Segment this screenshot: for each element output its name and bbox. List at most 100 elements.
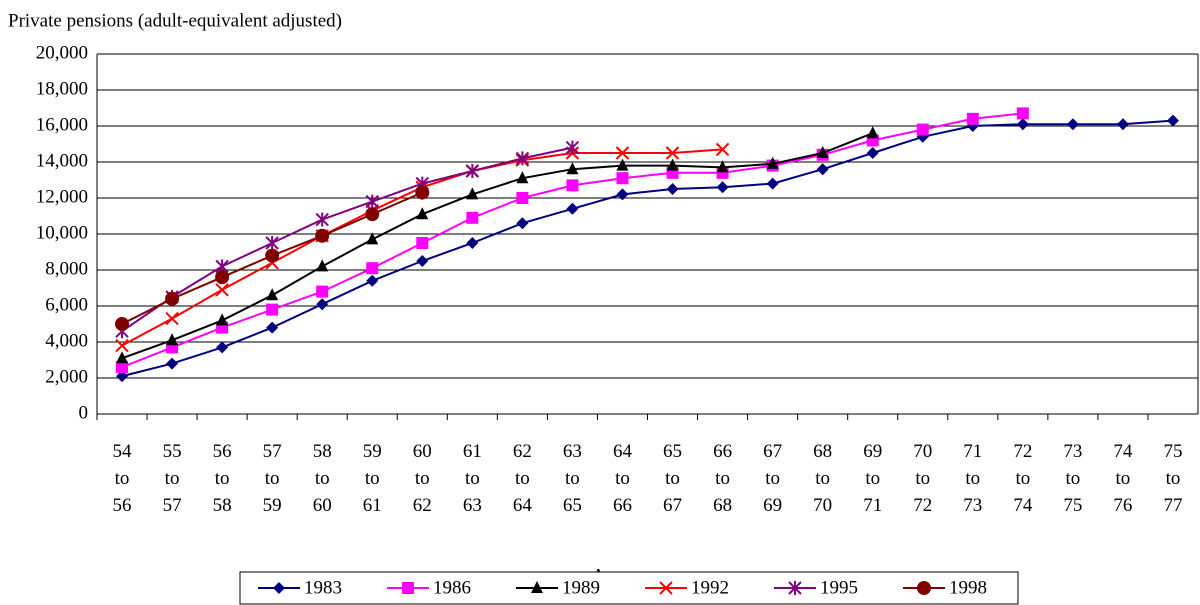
marker bbox=[616, 188, 629, 201]
marker bbox=[115, 338, 129, 353]
marker bbox=[566, 162, 579, 175]
x-tick-label: 57 to 59 bbox=[262, 441, 282, 516]
y-tick-label: 16,000 bbox=[36, 114, 88, 135]
marker bbox=[216, 313, 229, 326]
marker bbox=[766, 177, 779, 190]
x-tick-label: 63 to 65 bbox=[562, 441, 582, 516]
legend-label: 1986 bbox=[433, 577, 471, 598]
marker bbox=[531, 581, 543, 593]
marker bbox=[215, 270, 230, 285]
marker bbox=[615, 146, 630, 160]
x-tick-label: 71 to 73 bbox=[963, 441, 983, 516]
x-tick-label: 68 to 70 bbox=[813, 441, 833, 516]
marker bbox=[788, 581, 802, 595]
marker bbox=[917, 581, 931, 595]
y-tick-label: 2,000 bbox=[45, 366, 88, 387]
marker bbox=[515, 151, 530, 166]
x-tick-label: 62 to 64 bbox=[512, 441, 532, 516]
marker bbox=[566, 179, 579, 192]
marker bbox=[966, 112, 979, 125]
marker bbox=[1066, 118, 1079, 131]
marker bbox=[116, 351, 129, 364]
marker bbox=[465, 164, 480, 178]
x-tick-label: 64 to 66 bbox=[612, 441, 632, 516]
y-tick-label: 8,000 bbox=[45, 258, 88, 279]
marker bbox=[165, 291, 180, 306]
x-tick-label: 58 to 60 bbox=[312, 441, 332, 516]
x-tick-label: 61 to 63 bbox=[462, 441, 482, 516]
x-tick-label: 66 to 68 bbox=[713, 441, 733, 516]
marker bbox=[866, 126, 879, 139]
x-tick-label: 55 to 57 bbox=[162, 441, 182, 516]
marker bbox=[415, 185, 430, 200]
marker bbox=[1016, 118, 1029, 131]
marker bbox=[866, 147, 879, 159]
x-tick-label: 67 to 69 bbox=[763, 441, 783, 516]
marker bbox=[715, 142, 730, 157]
marker bbox=[116, 361, 129, 374]
marker bbox=[316, 285, 329, 298]
marker bbox=[215, 283, 229, 297]
x-tick-label: 65 to 67 bbox=[663, 441, 683, 516]
y-tick-label: 14,000 bbox=[36, 150, 88, 171]
x-tick-label: 54 to 56 bbox=[112, 441, 132, 516]
legend-box bbox=[239, 571, 1019, 605]
marker bbox=[566, 202, 579, 215]
marker bbox=[416, 207, 429, 220]
y-tick-label: 10,000 bbox=[36, 222, 88, 243]
marker bbox=[766, 156, 779, 169]
marker bbox=[402, 582, 414, 594]
marker bbox=[916, 123, 929, 136]
x-tick-label: 73 to 75 bbox=[1063, 441, 1083, 516]
marker bbox=[466, 211, 479, 224]
marker bbox=[265, 248, 280, 263]
marker bbox=[659, 581, 673, 595]
series-line bbox=[121, 132, 874, 360]
marker bbox=[565, 140, 580, 155]
marker bbox=[315, 212, 329, 227]
marker bbox=[266, 321, 279, 334]
marker bbox=[365, 207, 380, 222]
y-tick-label: 20,000 bbox=[36, 42, 88, 63]
marker bbox=[1116, 118, 1129, 131]
legend-label: 1983 bbox=[304, 577, 342, 598]
x-tick-label: 69 to 71 bbox=[863, 441, 883, 516]
x-tick-label: 59 to 61 bbox=[362, 441, 382, 516]
legend-label: 1995 bbox=[820, 577, 858, 598]
x-tick-label: 60 to 62 bbox=[412, 441, 432, 516]
y-tick-label: 18,000 bbox=[36, 78, 88, 99]
marker bbox=[165, 311, 179, 326]
marker bbox=[816, 163, 829, 176]
marker bbox=[365, 194, 379, 209]
legend-label: 1992 bbox=[691, 577, 729, 598]
marker bbox=[616, 172, 629, 185]
marker bbox=[266, 303, 279, 316]
marker bbox=[1166, 114, 1179, 127]
marker bbox=[166, 357, 179, 370]
x-tick-label: 56 to 58 bbox=[212, 441, 232, 516]
marker bbox=[265, 236, 279, 250]
x-tick-label: 72 to 74 bbox=[1013, 441, 1033, 516]
marker bbox=[616, 158, 629, 171]
marker bbox=[366, 274, 379, 287]
marker bbox=[216, 341, 229, 354]
marker bbox=[516, 192, 529, 204]
marker bbox=[273, 582, 285, 594]
marker bbox=[316, 259, 329, 272]
marker bbox=[115, 317, 130, 331]
y-tick-label: 6,000 bbox=[45, 294, 88, 315]
marker bbox=[366, 232, 379, 245]
series-line bbox=[121, 146, 573, 333]
marker bbox=[316, 298, 329, 311]
x-tick-label: 75 to 77 bbox=[1163, 441, 1183, 516]
series-line bbox=[121, 119, 1174, 378]
marker bbox=[266, 288, 279, 301]
marker bbox=[716, 160, 729, 173]
legend-label: 1989 bbox=[562, 577, 600, 598]
marker bbox=[665, 146, 680, 160]
marker bbox=[516, 171, 529, 184]
legend-label: 1998 bbox=[949, 577, 987, 598]
marker bbox=[666, 183, 679, 195]
